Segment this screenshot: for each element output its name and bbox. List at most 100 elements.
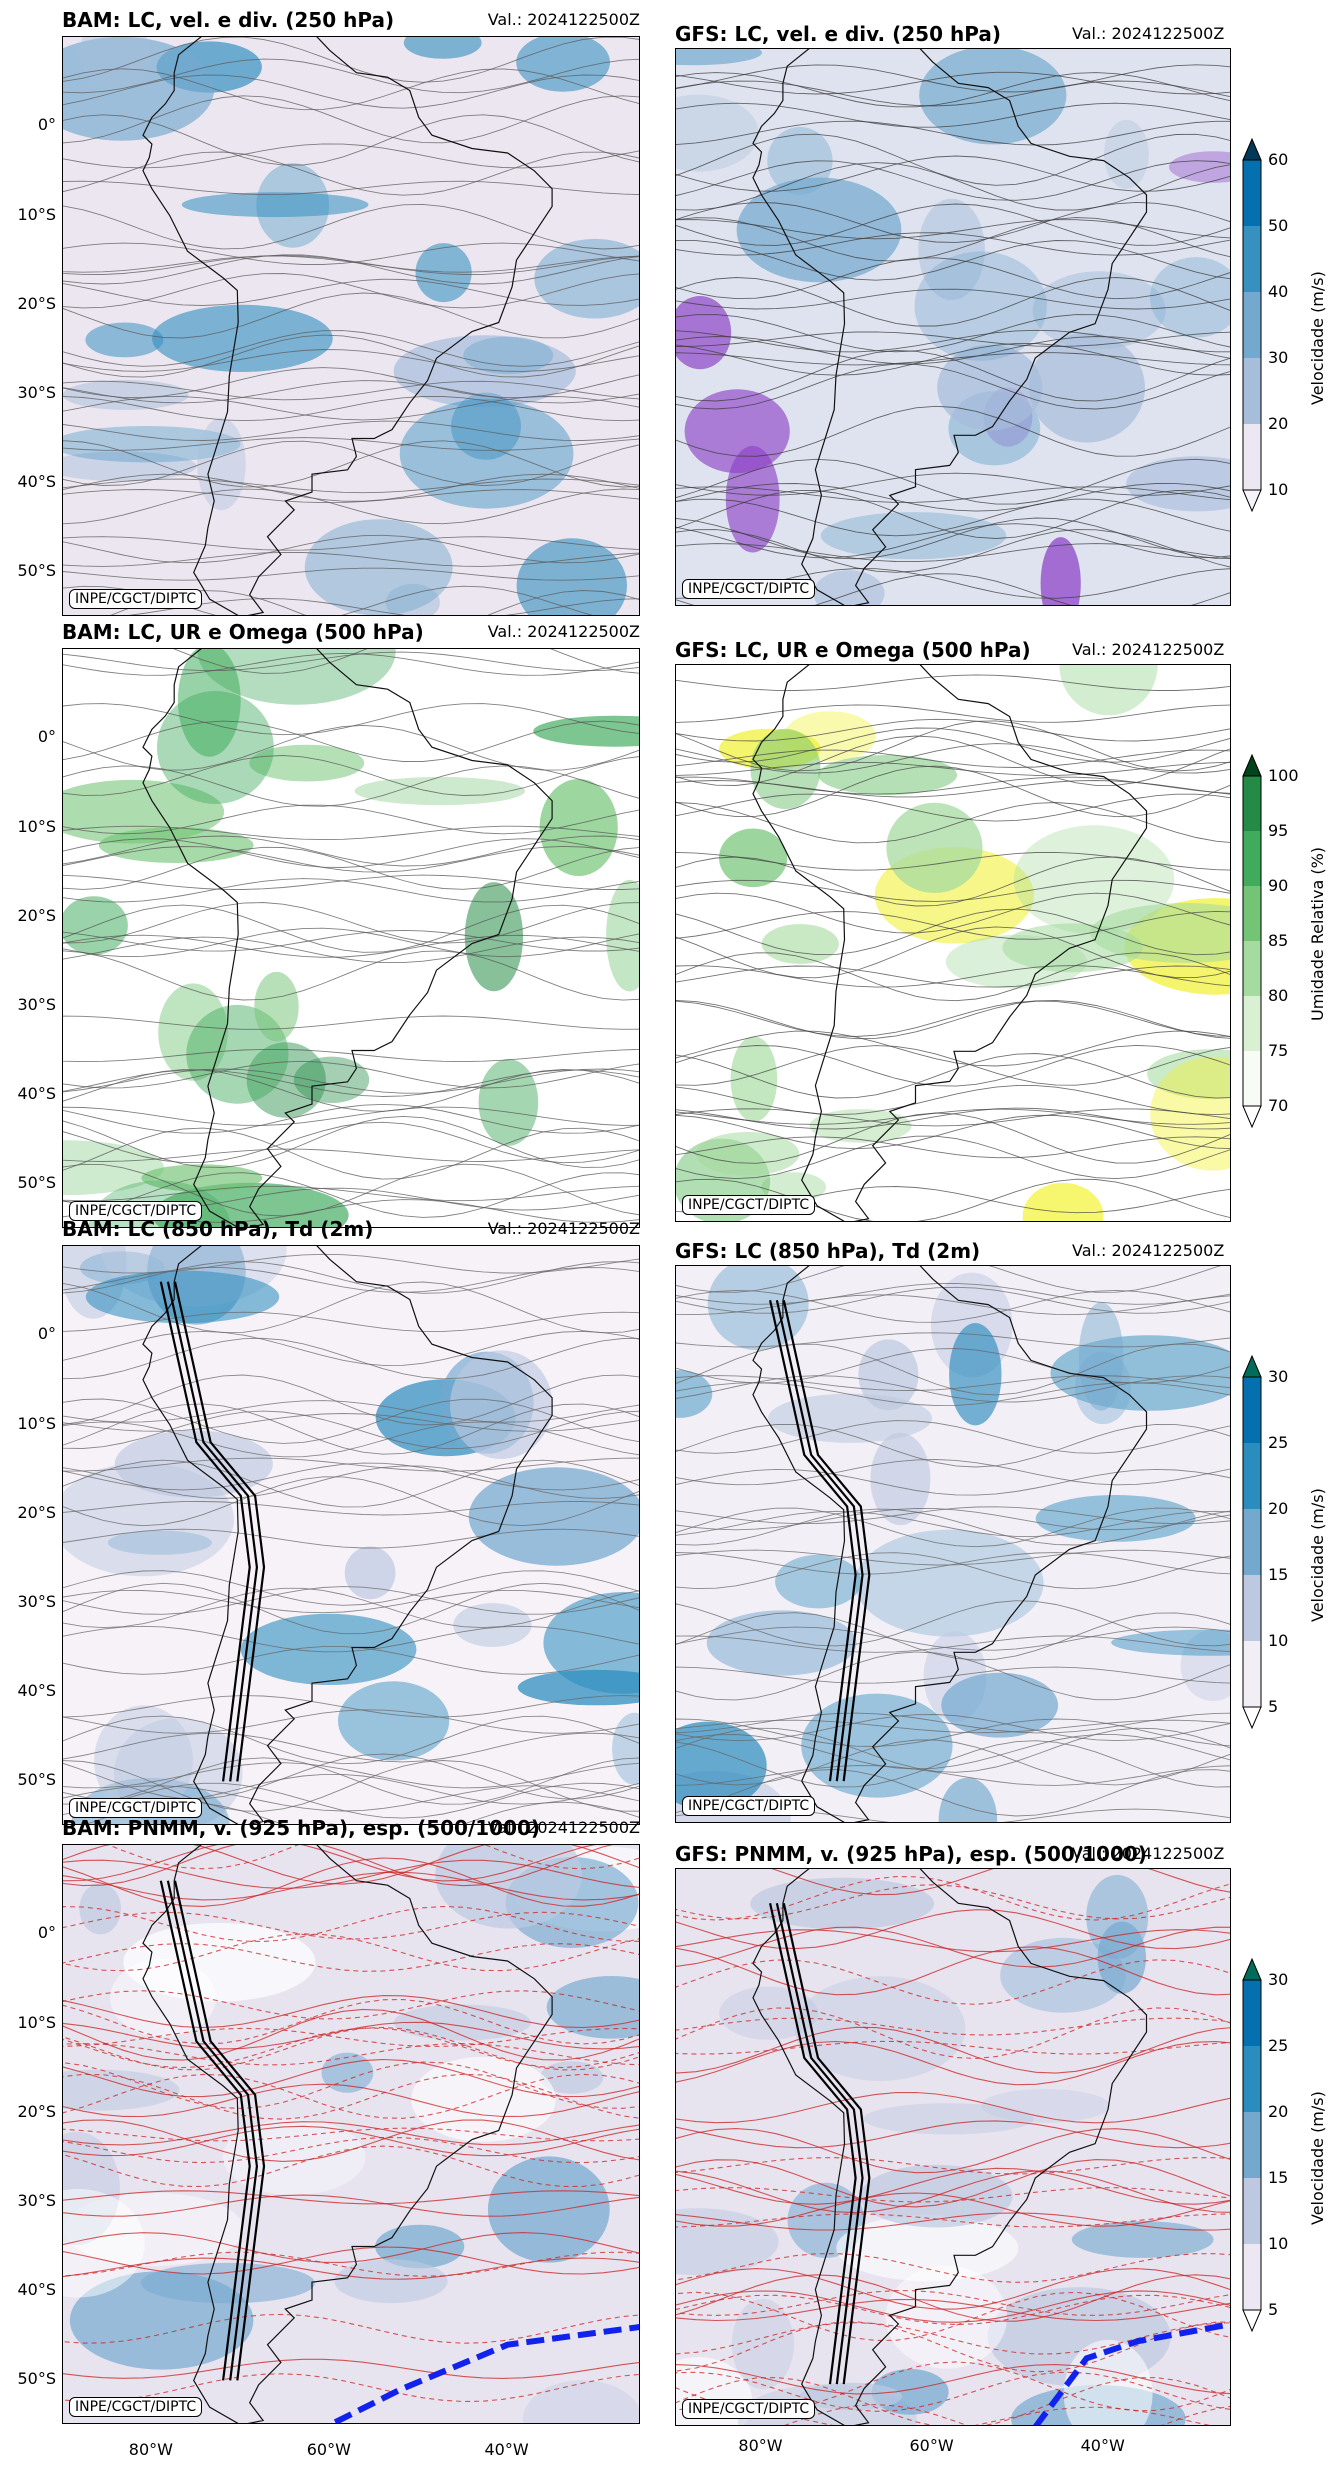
streamline (676, 2170, 1230, 2214)
lat-tick-label: 20°S (17, 2101, 56, 2121)
field-shading (1104, 119, 1149, 189)
streamline (676, 71, 1230, 95)
streamline (676, 2040, 1230, 2086)
colorbar (1242, 754, 1262, 1128)
colorbar-tick-label: 10 (1268, 2234, 1289, 2253)
streamline (676, 1000, 1230, 1037)
streamline (63, 1465, 639, 1499)
field-shading (451, 392, 521, 460)
field-shading (435, 1845, 582, 1929)
valid-time: Val.: 2024122500Z (1072, 24, 1225, 43)
streamline (784, 2404, 1230, 2425)
streamline (63, 1403, 639, 1455)
credit-label: INPE/CGCT/DIPTC (69, 1201, 203, 1221)
map-frame: INPE/CGCT/DIPTC (62, 648, 640, 1228)
streamline (63, 1069, 639, 1097)
field-shading (1150, 257, 1230, 338)
streamline (63, 1646, 639, 1675)
map-plot (676, 665, 1230, 1221)
south-america-coastline (752, 1869, 1148, 2425)
andes-contour (769, 1300, 857, 1782)
streamline (676, 217, 1230, 262)
streamline (676, 793, 1230, 822)
field-shading (393, 2004, 531, 2041)
credit-label: INPE/CGCT/DIPTC (682, 579, 816, 599)
panel-bam-row-2: BAM: LC, UR e Omega (500 hPa) Val.: 20241… (0, 620, 660, 1236)
streamline (63, 1060, 639, 1089)
streamline (676, 64, 1230, 93)
streamline (63, 1845, 596, 1882)
streamline (173, 649, 639, 674)
colorbar-segment (1243, 831, 1261, 886)
field-shading (858, 1339, 919, 1411)
colorbar-extend-top (1242, 754, 1262, 777)
streamline (676, 1045, 1230, 1086)
streamline (63, 437, 639, 451)
streamline (63, 1998, 639, 2045)
field-shading (516, 37, 610, 92)
colorbar-extend-top (1242, 1958, 1262, 1981)
streamline (676, 2026, 1230, 2074)
streamline (63, 1459, 639, 1508)
streamline (676, 1666, 1230, 1684)
streamline (63, 1121, 639, 1164)
streamline (676, 336, 1230, 365)
panel-title: GFS: LC (850 hPa), Td (2m) (675, 1239, 981, 1263)
lon-tick-label: 60°W (909, 2436, 954, 2455)
valid-time: Val.: 2024122500Z (487, 1219, 640, 1238)
streamline (676, 1382, 1230, 1407)
map-frame: INPE/CGCT/DIPTC (62, 36, 640, 616)
streamline (63, 203, 639, 250)
streamline (676, 892, 1230, 934)
streamline (63, 2043, 639, 2066)
streamline (676, 543, 1230, 563)
streamline (676, 704, 1230, 723)
field-shading (918, 198, 985, 301)
streamline (63, 765, 639, 807)
map-plot (676, 1869, 1230, 2425)
field-shading (612, 1712, 639, 1785)
colorbar-title: Velocidade (m/s) (1308, 2091, 1327, 2225)
streamline (771, 1869, 1230, 1896)
streamline (63, 2313, 639, 2344)
credit-label: INPE/CGCT/DIPTC (69, 2397, 203, 2417)
colorbar-segment (1243, 941, 1261, 996)
streamline (63, 2119, 639, 2162)
streamline (676, 490, 1230, 539)
panel-title: BAM: LC, vel. e div. (250 hPa) (62, 8, 395, 32)
field-shading (385, 583, 440, 615)
streamline (676, 727, 1230, 763)
streamline (63, 1330, 639, 1366)
streamline (63, 143, 639, 169)
streamline (676, 999, 1230, 1040)
streamline (676, 1053, 1230, 1099)
valid-time: Val.: 2024122500Z (487, 10, 640, 29)
streamline (63, 2373, 639, 2403)
streamline (63, 838, 639, 868)
streamline (676, 926, 1230, 979)
field-shading (304, 519, 453, 615)
lat-tick-label: 20°S (17, 905, 56, 925)
streamline (63, 1374, 639, 1426)
field-shading (941, 1672, 1059, 1738)
streamline (63, 567, 639, 581)
streamline (63, 1582, 639, 1635)
colorbar-tick-label: 80 (1268, 986, 1289, 1005)
panel-title: BAM: LC, UR e Omega (500 hPa) (62, 620, 424, 644)
streamline (63, 1410, 639, 1449)
map-plot (63, 37, 639, 615)
streamline (63, 1715, 639, 1765)
colorbar-tick-label: 90 (1268, 876, 1289, 895)
streamline (676, 1769, 1230, 1817)
streamline (676, 802, 1230, 844)
field-shading (836, 2215, 1019, 2282)
field-shading (919, 49, 1067, 145)
streamline (63, 95, 639, 144)
front-line (327, 2324, 639, 2423)
streamline (63, 180, 639, 196)
streamline (676, 718, 1230, 742)
colorbar-tick-label: 10 (1268, 1631, 1289, 1650)
field-shading (1050, 1335, 1230, 1411)
streamline (63, 367, 639, 399)
streamline (63, 2194, 639, 2217)
